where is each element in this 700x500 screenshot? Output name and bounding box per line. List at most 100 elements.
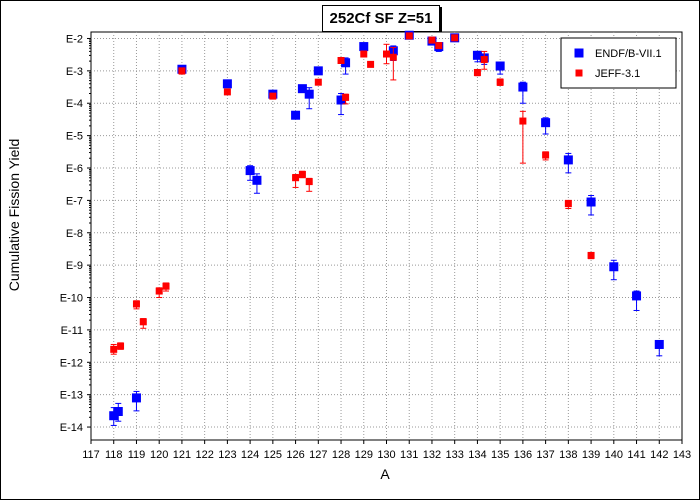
endf-b-vii-1-point xyxy=(586,197,596,207)
endf-b-vii-1-point xyxy=(304,89,314,99)
endf-b-vii-1-point xyxy=(113,407,123,417)
x-tick-label: 131 xyxy=(400,449,418,461)
jeff-3-1-point xyxy=(155,287,163,295)
x-tick-label: 118 xyxy=(105,449,123,461)
jeff-3-1-point xyxy=(305,178,313,186)
y-tick-label: E-4 xyxy=(66,98,83,110)
jeff-3-1-point xyxy=(389,53,397,61)
x-tick-label: 117 xyxy=(82,449,100,461)
jeff-3-1-point xyxy=(587,251,595,259)
legend-label-endf-b-vii-1: ENDF/B-VII.1 xyxy=(595,48,662,60)
endf-b-vii-1-point xyxy=(297,84,307,94)
x-tick-label: 119 xyxy=(128,449,146,461)
y-tick-label: E-2 xyxy=(66,33,83,45)
x-tick-label: 142 xyxy=(650,449,668,461)
endf-b-vii-1-point xyxy=(109,411,119,421)
jeff-3-1-point xyxy=(435,42,443,50)
endf-b-vii-1-point xyxy=(541,118,551,128)
endf-b-vii-1-point xyxy=(518,82,528,92)
y-tick-label: E-11 xyxy=(61,325,83,337)
jeff-3-1-point xyxy=(519,117,527,125)
y-tick-label: E-13 xyxy=(60,390,83,402)
jeff-3-1-point xyxy=(178,67,186,75)
jeff-3-1-point xyxy=(162,282,170,290)
x-tick-label: 143 xyxy=(673,449,691,461)
x-tick-label: 127 xyxy=(309,449,327,461)
y-tick-label: E-9 xyxy=(66,260,83,272)
endf-b-vii-1-point xyxy=(245,166,255,176)
x-tick-label: 141 xyxy=(627,449,645,461)
y-tick-label: E-12 xyxy=(60,357,83,369)
jeff-3-1-point xyxy=(269,92,277,100)
legend-marker-endf-b-vii-1 xyxy=(574,48,584,58)
y-tick-label: E-6 xyxy=(66,163,83,175)
jeff-3-1-point xyxy=(360,50,368,58)
jeff-3-1-point xyxy=(428,36,436,44)
jeff-3-1-point xyxy=(405,32,413,40)
endf-b-vii-1-point xyxy=(336,95,346,105)
jeff-3-1-point xyxy=(223,88,231,96)
jeff-3-1-point xyxy=(480,56,488,64)
endf-b-vii-1-point xyxy=(654,339,664,349)
jeff-3-1-point xyxy=(139,318,147,326)
x-tick-label: 140 xyxy=(605,449,623,461)
endf-b-vii-1-point xyxy=(131,393,141,403)
chart-title: 252Cf SF Z=51 xyxy=(322,5,440,32)
x-tick-label: 121 xyxy=(173,449,191,461)
endf-b-vii-1-point xyxy=(291,110,301,120)
x-tick-label: 122 xyxy=(195,449,213,461)
jeff-3-1-point xyxy=(132,300,140,308)
jeff-3-1-point xyxy=(117,342,125,350)
legend-label-jeff-3-1: JEFF-3.1 xyxy=(595,68,640,80)
y-tick-label: E-14 xyxy=(60,422,83,434)
jeff-3-1-point xyxy=(110,345,118,353)
jeff-3-1-point xyxy=(496,78,504,86)
x-axis-label: A xyxy=(380,466,390,482)
x-tick-label: 128 xyxy=(332,449,350,461)
x-tick-label: 120 xyxy=(150,449,168,461)
x-tick-label: 139 xyxy=(582,449,600,461)
endf-b-vii-1-point xyxy=(563,155,573,165)
jeff-3-1-point xyxy=(314,78,322,86)
endf-b-vii-1-point xyxy=(313,66,323,76)
y-tick-label: E-7 xyxy=(66,195,83,207)
endf-b-vii-1-point xyxy=(252,175,262,185)
jeff-3-1-point xyxy=(451,34,459,42)
x-tick-label: 135 xyxy=(491,449,509,461)
legend-marker-jeff-3-1 xyxy=(575,69,583,77)
x-tick-label: 136 xyxy=(514,449,532,461)
x-tick-label: 129 xyxy=(355,449,373,461)
x-tick-label: 134 xyxy=(468,449,486,461)
x-tick-label: 126 xyxy=(286,449,304,461)
x-tick-label: 123 xyxy=(218,449,236,461)
x-tick-label: 137 xyxy=(536,449,554,461)
endf-b-vii-1-point xyxy=(495,61,505,71)
x-tick-label: 130 xyxy=(377,449,395,461)
endf-b-vii-1-point xyxy=(359,42,369,52)
y-tick-label: E-5 xyxy=(66,131,83,143)
y-tick-label: E-8 xyxy=(66,228,83,240)
x-tick-label: 138 xyxy=(559,449,577,461)
x-tick-label: 132 xyxy=(423,449,441,461)
endf-b-vii-1-point xyxy=(222,79,232,89)
jeff-3-1-point xyxy=(342,93,350,101)
jeff-3-1-point xyxy=(383,50,390,58)
endf-b-vii-1-point xyxy=(609,262,619,272)
endf-b-vii-1-point xyxy=(472,50,482,60)
y-tick-label: E-3 xyxy=(66,66,83,78)
y-tick-label: E-10 xyxy=(60,293,83,305)
x-tick-label: 133 xyxy=(446,449,464,461)
jeff-3-1-point xyxy=(564,200,572,208)
jeff-3-1-point xyxy=(542,151,550,159)
endf-b-vii-1-point xyxy=(341,58,351,68)
legend-box xyxy=(560,37,677,89)
x-tick-label: 125 xyxy=(264,449,282,461)
jeff-3-1-point xyxy=(292,174,300,182)
jeff-3-1-point xyxy=(473,68,481,76)
jeff-3-1-point xyxy=(367,60,375,68)
endf-b-vii-1-point xyxy=(632,291,642,301)
jeff-3-1-point xyxy=(298,170,306,178)
x-tick-label: 124 xyxy=(241,449,259,461)
jeff-3-1-point xyxy=(337,56,345,64)
